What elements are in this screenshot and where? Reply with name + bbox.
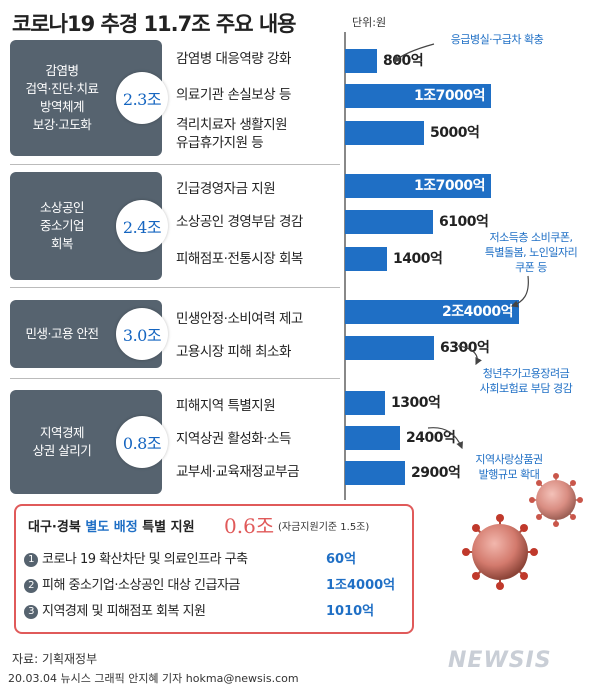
item-label: 민생안정·소비여력 제고 (176, 311, 303, 327)
section-separator (10, 378, 340, 379)
item-label: 피해지역 특별지원 (176, 398, 276, 414)
special-item-label: 피해 중소기업·소상공인 대상 긴급자금 (42, 578, 240, 593)
category-label: 소상공인 중소기업 회복 (39, 200, 85, 251)
source-text: 자료: 기획재정부 (12, 652, 98, 666)
category-total-circle: 2.4조 (116, 200, 168, 252)
category-total: 3.0조 (122, 326, 162, 345)
bar-value-label: 2400억 (406, 430, 456, 446)
bar (345, 391, 385, 415)
special-item: 3 지역경제 및 피해점포 회복 지원 (24, 600, 206, 622)
arrow-icon (427, 427, 463, 450)
item-label: 고용시장 피해 최소화 (176, 344, 291, 360)
bar-value-label: 5000억 (430, 125, 480, 141)
bar-value-label: 1400억 (393, 251, 443, 267)
bar (345, 210, 433, 234)
bar (345, 49, 377, 73)
category-label: 감염병 검역·진단·치료 방역체계 보강·고도화 (25, 63, 99, 132)
virus-icon (462, 514, 538, 590)
item-label: 의료기관 손실보상 등 (176, 87, 291, 103)
category-total-circle: 3.0조 (116, 308, 168, 360)
special-item-value: 1조4000억 (326, 578, 396, 593)
bar (345, 121, 424, 145)
bar (345, 247, 387, 271)
special-support-box: 대구·경북 별도 배정 특별 지원 0.6조 (자금지원기준 1.5조) 1 코로… (14, 504, 414, 634)
annotation-coupons: 저소득층 소비쿠폰, 특별돌봄, 노인일자리 쿠폰 등 (484, 231, 578, 274)
bar-value-label: 2900억 (411, 465, 461, 481)
bar (345, 300, 519, 324)
unit-label: 단위:원 (352, 16, 387, 29)
special-item-label: 코로나 19 확산차단 및 의료인프라 구축 (42, 552, 248, 567)
category-total-circle: 2.3조 (116, 72, 168, 124)
bar (345, 174, 491, 198)
item-number: 3 (24, 605, 38, 619)
bar-value-label: 1300억 (391, 395, 441, 411)
item-label: 격리치료자 생활지원 유급휴가지원 등 (176, 117, 288, 151)
annotation-arrows (393, 43, 529, 450)
category-total: 2.4조 (122, 218, 162, 237)
item-label: 지역상권 활성화·소득 (176, 431, 291, 447)
bar (345, 336, 434, 360)
item-label: 피해점포·전통시장 회복 (176, 251, 303, 267)
annotation-employment: 청년추가고용장려금 사회보험료 부담 경감 (479, 367, 573, 395)
bar-value-label: 2조4000억 (442, 304, 513, 320)
item-label: 긴급경영자금 지원 (176, 181, 276, 197)
section-separator (10, 287, 340, 288)
item-label: 소상공인 경영부담 경감 (176, 214, 303, 230)
special-item: 2 피해 중소기업·소상공인 대상 긴급자금 (24, 574, 240, 596)
special-heading-b: 특별 지원 (137, 520, 195, 535)
category-label: 지역경제 상권 살리기 (32, 425, 92, 458)
item-label: 감염병 대응역량 강화 (176, 51, 291, 67)
special-heading-highlight: 별도 배정 (85, 520, 138, 535)
bar (345, 426, 400, 450)
bar-value-label: 6100억 (439, 214, 489, 230)
credit-text: 20.03.04 뉴시스 그래픽 안지혜 기자 hokma@newsis.com (8, 672, 299, 685)
item-number: 2 (24, 579, 38, 593)
item-label: 교부세·교육재정교부금 (176, 464, 300, 480)
bar-value-label: 1조7000억 (414, 88, 485, 104)
special-item-value: 60억 (326, 552, 357, 567)
virus-icon (529, 473, 583, 527)
arrow-icon (393, 43, 435, 63)
bar (345, 461, 405, 485)
special-item: 1 코로나 19 확산차단 및 의료인프라 구축 (24, 548, 248, 570)
item-number: 1 (24, 553, 38, 567)
category-label: 민생·고용 안전 (25, 326, 99, 341)
section-separator (10, 164, 340, 165)
special-heading-a: 대구·경북 (28, 520, 86, 535)
annotation-emergency: 응급병실·구급차 확충 (450, 33, 544, 46)
special-heading: 대구·경북 별도 배정 특별 지원 (28, 516, 195, 535)
special-item-label: 지역경제 및 피해점포 회복 지원 (42, 604, 206, 619)
chart-title: 코로나19 추경 11.7조 주요 내용 (12, 12, 296, 36)
newsis-logo: NEWSIS (448, 648, 552, 673)
category-total-circle: 0.8조 (116, 416, 168, 468)
arrow-icon (510, 275, 529, 308)
category-total: 2.3조 (122, 90, 162, 109)
bar (345, 84, 491, 108)
annotation-local-voucher: 지역사랑상품권 발행규모 확대 (475, 453, 543, 481)
special-total: 0.6조 (224, 514, 275, 538)
arrow-icon (457, 345, 482, 366)
special-note: (자금지원기준 1.5조) (278, 522, 370, 533)
bar-value-label: 1조7000억 (414, 178, 485, 194)
special-item-value: 1010억 (326, 604, 375, 619)
category-box-infection: 감염병 검역·진단·치료 방역체계 보강·고도화 (10, 40, 162, 156)
category-total: 0.8조 (122, 434, 162, 453)
